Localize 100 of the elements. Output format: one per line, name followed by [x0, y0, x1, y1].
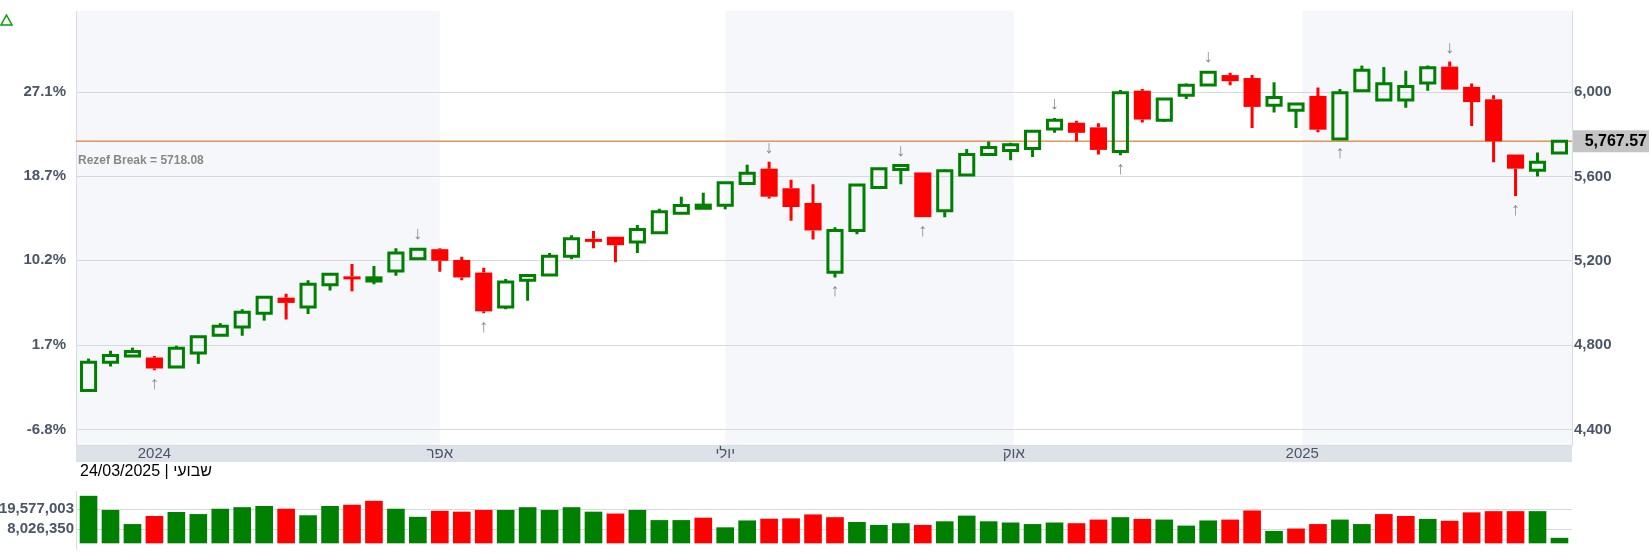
bar	[233, 507, 252, 544]
annotation: ↓	[413, 223, 423, 244]
bar	[79, 495, 98, 544]
y2-tick-label: 18.7%	[23, 165, 66, 183]
bar	[562, 507, 581, 544]
bar	[694, 517, 713, 544]
candlestick	[277, 293, 295, 320]
text: שבועי | 24/03/2025	[80, 462, 212, 479]
bar	[738, 520, 756, 544]
bar	[1374, 514, 1393, 544]
candlestick	[606, 236, 624, 263]
candlestick	[1287, 102, 1305, 128]
annotation: ↓	[896, 140, 906, 161]
candlestick	[1375, 67, 1393, 102]
annotation: ↑	[479, 316, 489, 337]
bar	[1462, 512, 1481, 544]
y-tick-label: 4,400	[1574, 419, 1612, 437]
bar	[1177, 525, 1196, 544]
candlestick	[804, 184, 822, 240]
bar	[1528, 511, 1547, 544]
bar	[782, 518, 800, 544]
bar	[1331, 519, 1349, 544]
bar	[760, 518, 778, 544]
candlestick	[1089, 123, 1107, 155]
bar	[848, 521, 866, 544]
bar	[299, 515, 317, 544]
candlestick	[1221, 72, 1239, 86]
bar	[255, 505, 274, 544]
candlestick	[1506, 154, 1525, 197]
y2-tick-label: -6.8%	[26, 419, 66, 437]
bar	[870, 524, 888, 544]
candlestick	[189, 335, 207, 364]
candlestick	[760, 161, 778, 199]
bar	[1155, 519, 1174, 544]
bar	[1023, 524, 1042, 544]
annotation: Rezef Break = 5718.08	[78, 153, 205, 168]
candlestick	[1309, 87, 1327, 133]
x-tick-label: יולי	[715, 444, 736, 462]
bar	[101, 509, 120, 544]
bar	[913, 524, 932, 544]
bar	[1440, 520, 1459, 544]
bar	[1133, 518, 1152, 544]
bar	[957, 515, 976, 544]
candlestick	[782, 179, 800, 221]
annotation: ↓	[764, 136, 774, 157]
annotation: ↓	[1203, 46, 1213, 67]
annotation: ↑	[918, 220, 928, 241]
bar	[496, 509, 515, 544]
y-tick-label: 5,200	[1574, 250, 1612, 268]
bar	[826, 517, 844, 544]
bar	[518, 507, 537, 544]
y-tick-label: 6,000	[1574, 82, 1612, 100]
x-tick-label: אוק	[1002, 444, 1026, 462]
y-tick-label: 8,026,350	[7, 519, 74, 537]
bar	[892, 523, 910, 544]
bar	[167, 512, 186, 544]
bar	[1001, 522, 1020, 544]
candlestick	[475, 267, 493, 314]
y2-tick-label: 27.1%	[23, 82, 66, 100]
annotation: ↑	[1335, 141, 1345, 162]
bar	[1199, 520, 1218, 544]
bar	[979, 521, 998, 544]
bar	[584, 511, 603, 544]
annotation: ↓	[1050, 93, 1060, 114]
annotation: ↑	[1511, 199, 1521, 220]
y-tick-label: 4,800	[1574, 335, 1612, 353]
candlestick	[1441, 61, 1459, 90]
candlestick	[453, 256, 471, 281]
candlestick	[1463, 83, 1481, 126]
bar	[1089, 519, 1108, 544]
bar	[1506, 511, 1525, 544]
bar	[606, 513, 625, 544]
candlestick	[1067, 120, 1086, 142]
bar	[672, 520, 691, 544]
bar	[1243, 510, 1261, 544]
bar	[1309, 524, 1327, 544]
bar	[430, 510, 449, 544]
y2-tick-label: 1.7%	[31, 335, 66, 353]
x-tick-label: אפר	[426, 444, 454, 462]
candlestick	[1397, 70, 1415, 108]
candlestick	[1485, 95, 1503, 163]
bar	[1353, 524, 1371, 544]
bar	[123, 524, 142, 544]
candlestick	[1133, 88, 1151, 123]
bar	[409, 516, 427, 544]
bar	[1418, 518, 1437, 544]
bar	[277, 508, 295, 544]
bar	[321, 505, 339, 544]
bar	[650, 520, 669, 544]
bar	[387, 508, 405, 544]
bar	[540, 509, 559, 544]
bar	[343, 504, 361, 544]
bar	[452, 511, 471, 544]
bar	[716, 527, 735, 544]
candlestick	[343, 263, 361, 292]
bar	[1221, 519, 1239, 544]
bar	[804, 514, 822, 544]
bar	[1067, 523, 1086, 544]
bar	[935, 521, 954, 544]
candlestick	[145, 357, 163, 371]
